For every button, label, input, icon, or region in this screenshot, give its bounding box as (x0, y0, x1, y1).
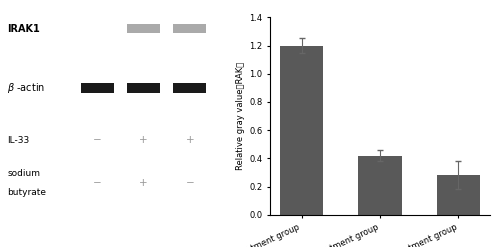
Text: −: − (186, 178, 194, 188)
Text: −: − (93, 178, 102, 188)
Text: −: − (93, 135, 102, 145)
Text: +: + (140, 135, 148, 145)
Bar (174, 83, 206, 93)
Text: IRAK1: IRAK1 (7, 24, 40, 34)
Bar (81, 83, 114, 93)
Bar (174, 24, 206, 33)
Bar (127, 83, 160, 93)
Text: IL-33: IL-33 (7, 136, 30, 144)
Text: butyrate: butyrate (7, 188, 46, 197)
Text: sodium: sodium (7, 169, 40, 178)
Y-axis label: Relative gray value（RAK）: Relative gray value（RAK） (236, 62, 245, 170)
Text: +: + (186, 135, 194, 145)
Text: +: + (140, 178, 148, 188)
Bar (358, 156, 402, 215)
Bar (280, 45, 323, 215)
Text: $\beta$ -actin: $\beta$ -actin (7, 81, 46, 95)
Bar (127, 24, 160, 33)
Bar (437, 175, 480, 215)
